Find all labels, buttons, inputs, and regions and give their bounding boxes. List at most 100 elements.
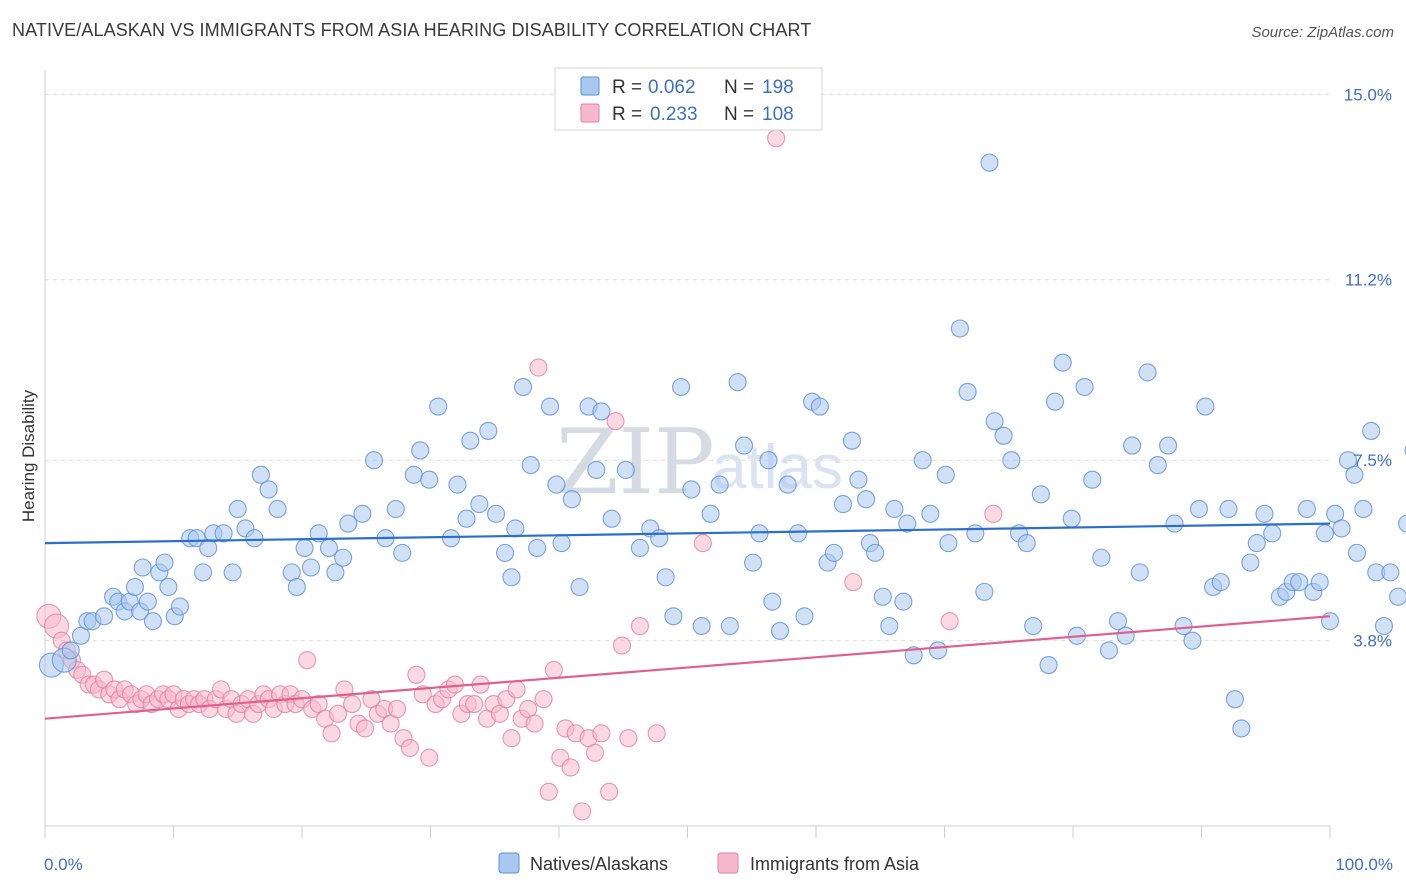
legend-swatch-immigrants	[580, 103, 600, 123]
natives-point-162	[1290, 573, 1309, 592]
natives-point-93	[778, 475, 797, 494]
natives-point-55	[461, 431, 480, 450]
natives-point-68	[562, 490, 581, 509]
natives-point-79	[664, 607, 683, 626]
natives-point-56	[470, 495, 489, 514]
trend-line-1	[44, 615, 1331, 720]
natives-point-15	[143, 612, 162, 631]
natives-point-117	[950, 319, 969, 338]
natives-point-35	[287, 577, 306, 597]
natives-point-176	[1374, 616, 1394, 636]
natives-point-40	[326, 563, 345, 582]
natives-point-129	[1039, 655, 1058, 675]
immigrants-point-91	[561, 758, 580, 777]
natives-point-58	[486, 504, 506, 523]
series-legend-swatch-immigrants	[717, 852, 739, 874]
natives-point-179	[1398, 514, 1406, 533]
immigrants-point-95	[585, 743, 605, 762]
trend-line-0	[44, 522, 1331, 545]
natives-point-110	[898, 514, 917, 533]
natives-point-141	[1130, 563, 1149, 582]
axes	[44, 70, 1331, 838]
natives-point-123	[994, 426, 1013, 445]
natives-point-80	[672, 377, 691, 397]
natives-point-14	[138, 592, 157, 611]
natives-point-73	[602, 509, 621, 528]
immigrants-point-85	[529, 358, 548, 377]
natives-point-23	[194, 563, 213, 582]
natives-point-50	[420, 470, 439, 489]
natives-point-30	[245, 529, 264, 548]
natives-point-178	[1389, 587, 1406, 606]
natives-point-26	[214, 524, 233, 543]
natives-point-90	[759, 451, 778, 470]
immigrants-point-53	[328, 704, 348, 723]
natives-point-132	[1062, 509, 1081, 528]
natives-point-54	[457, 509, 476, 528]
natives-point-122	[985, 412, 1004, 431]
natives-point-43	[353, 504, 372, 523]
immigrants-point-98	[606, 412, 625, 431]
x-tick-label-1: 100.0%	[1335, 855, 1393, 874]
natives-point-134	[1075, 377, 1094, 397]
natives-point-20	[170, 597, 189, 616]
natives-point-63	[521, 456, 540, 475]
series-legend-swatch-natives	[498, 852, 520, 874]
immigrants-point-103	[693, 534, 712, 553]
natives-point-138	[1108, 612, 1128, 631]
tick-labels: 3.8% 7.5% 11.2% 15.0% 0.0% 100.0%	[44, 85, 1393, 874]
natives-point-74	[616, 460, 635, 479]
natives-point-97	[810, 397, 829, 416]
immigrants-point-88	[544, 660, 563, 679]
natives-point-108	[885, 499, 904, 519]
immigrants-point-67	[420, 748, 439, 767]
natives-point-148	[1189, 499, 1208, 519]
immigrants-point-80	[502, 729, 521, 748]
natives-point-106	[873, 587, 892, 606]
natives-point-153	[1225, 690, 1244, 709]
natives-point-147	[1183, 631, 1202, 650]
natives-point-149	[1196, 397, 1215, 416]
natives-point-94	[788, 524, 808, 543]
natives-point-105	[866, 543, 885, 562]
stats-legend: R = 0.062 N = 198 R = 0.233 N = 108	[554, 67, 823, 131]
natives-point-44	[364, 451, 384, 470]
immigrants-point-74	[465, 695, 484, 714]
immigrants-point-96	[592, 724, 611, 743]
natives-point-173	[1354, 499, 1373, 519]
natives-point-172	[1347, 543, 1367, 562]
natives-point-118	[958, 382, 977, 401]
legend-n-value-immigrants: 108	[762, 104, 794, 125]
immigrants-point-99	[612, 636, 632, 655]
natives-point-115	[936, 465, 955, 484]
natives-point-87	[734, 436, 754, 455]
natives-point-62	[513, 377, 533, 397]
immigrants-point-100	[619, 729, 638, 748]
natives-point-61	[506, 519, 525, 538]
natives-point-112	[913, 451, 932, 470]
immigrants-point-57	[355, 719, 375, 738]
immigrants-point-106	[940, 612, 959, 631]
natives-point-27	[223, 563, 242, 582]
natives-point-154	[1232, 719, 1251, 738]
natives-point-53	[448, 475, 467, 494]
natives-point-171	[1345, 465, 1364, 484]
natives-point-137	[1099, 641, 1119, 660]
immigrants-point-64	[400, 738, 419, 758]
natives-point-59	[495, 543, 515, 562]
immigrants-point-102	[647, 724, 666, 743]
natives-point-167	[1320, 612, 1340, 631]
natives-point-28	[228, 499, 247, 519]
natives-point-41	[334, 548, 353, 567]
natives-point-103	[857, 490, 876, 509]
natives-point-22	[187, 529, 206, 548]
natives-point-64	[528, 538, 547, 558]
immigrants-point-87	[539, 782, 558, 801]
natives-point-18	[159, 577, 178, 597]
chart-title: NATIVE/ALASKAN VS IMMIGRANTS FROM ASIA H…	[12, 20, 812, 40]
legend-r-label-immigrants: R =	[612, 104, 642, 125]
natives-point-121	[980, 153, 999, 172]
natives-point-169	[1332, 519, 1351, 538]
immigrants-point-93	[573, 802, 592, 821]
natives-point-69	[570, 577, 589, 597]
